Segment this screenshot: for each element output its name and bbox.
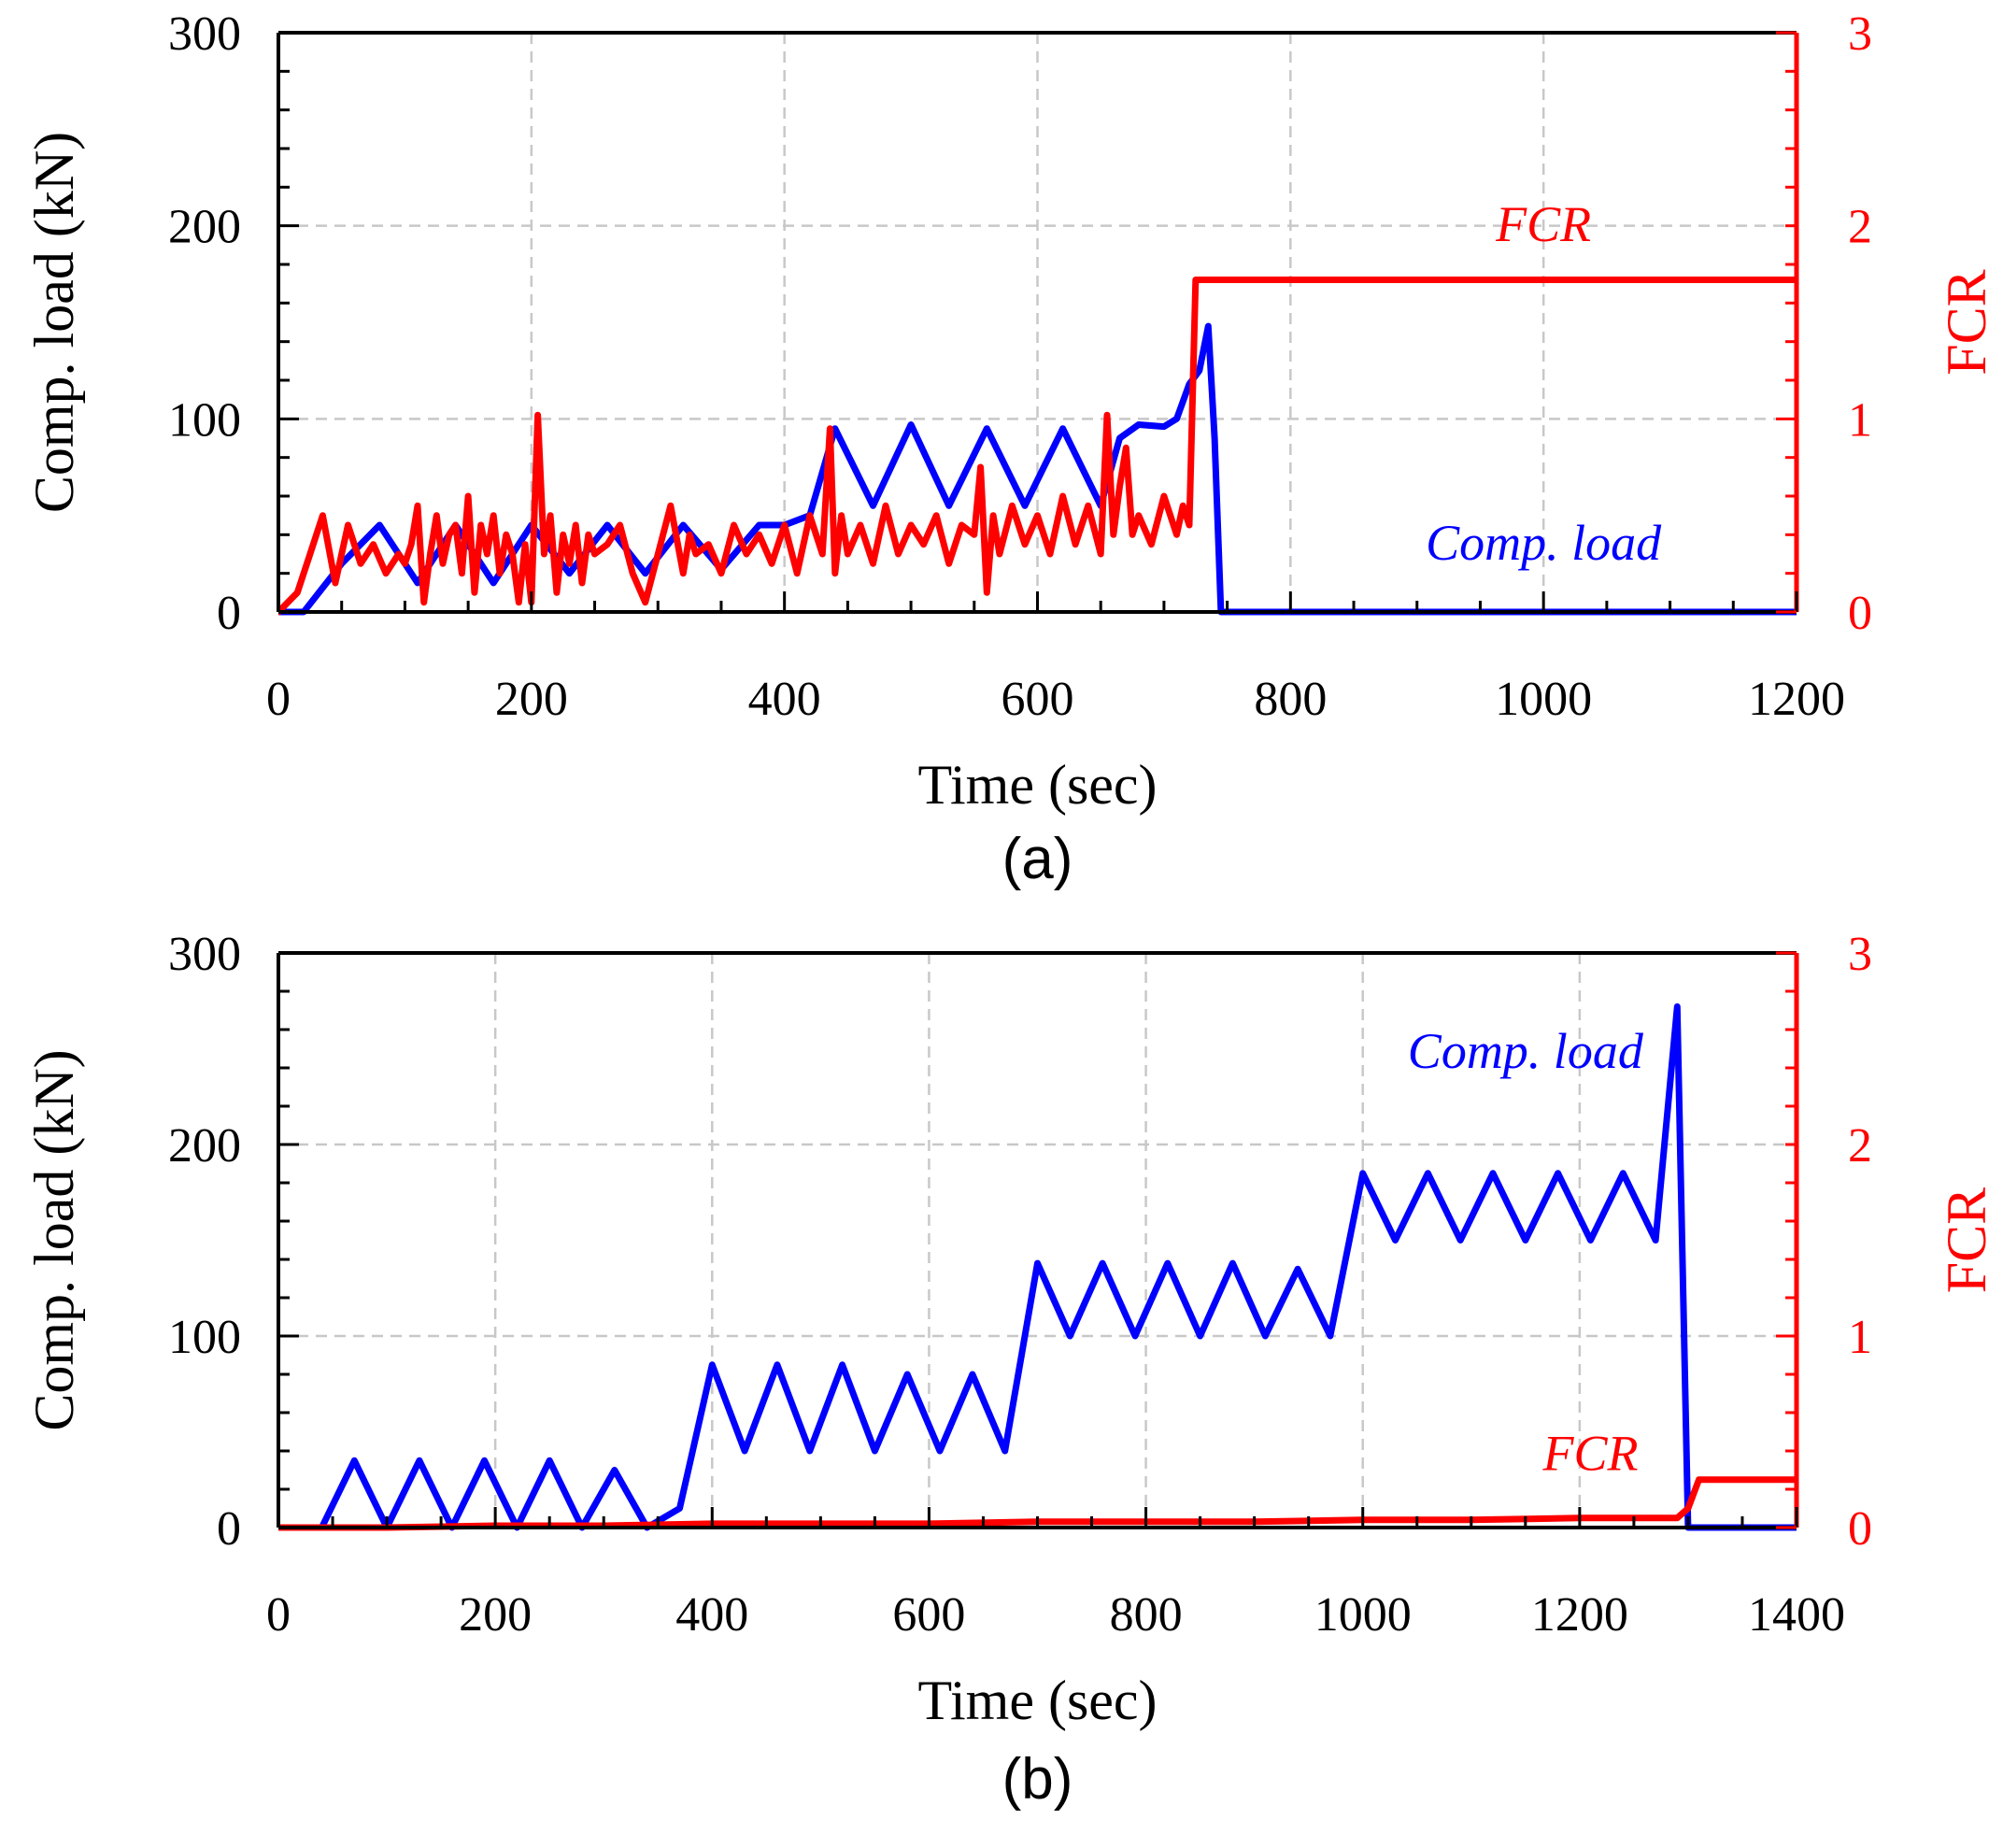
- y2-axis-title: FCR: [1936, 1187, 1997, 1293]
- x-tick-label: 600: [892, 1588, 965, 1642]
- fcr-series-line: [278, 277, 1797, 616]
- x-tick-label: 600: [1002, 673, 1074, 726]
- y-tick-label: 0: [217, 1502, 241, 1556]
- y2-tick-label: 1: [1848, 1311, 1872, 1364]
- y2-tick-label: 3: [1848, 7, 1872, 61]
- y-tick-label: 200: [168, 1119, 241, 1173]
- y-tick-label: 0: [217, 587, 241, 640]
- x-tick-label: 400: [748, 673, 821, 726]
- x-axis-title: Time (sec): [917, 1670, 1157, 1731]
- y-tick-label: 100: [168, 393, 241, 447]
- x-tick-label: 1000: [1314, 1588, 1412, 1642]
- y2-axis-title: FCR: [1936, 269, 1997, 375]
- x-tick-label: 800: [1254, 673, 1327, 726]
- x-tick-label: 0: [266, 1588, 291, 1642]
- y2-tick-label: 3: [1848, 928, 1872, 981]
- y-tick-label: 300: [168, 928, 241, 981]
- x-tick-label: 400: [675, 1588, 748, 1642]
- chart-panel-a: 0 200 400 600 800 1000 120001002003000123Time …: [23, 7, 1997, 891]
- comp-load-annotation: Comp. load: [1426, 515, 1662, 571]
- fcr-annotation: FCR: [1541, 1426, 1638, 1482]
- y2-tick-label: 0: [1848, 1502, 1872, 1556]
- y-tick-label: 200: [168, 201, 241, 254]
- gridlines: [278, 953, 1797, 1528]
- y-axis-title: Comp. load (kN): [23, 1049, 85, 1430]
- y2-tick-label: 2: [1848, 1119, 1872, 1173]
- y-tick-label: 300: [168, 7, 241, 61]
- y-tick-label: 100: [168, 1311, 241, 1364]
- y2-tick-label: 2: [1848, 201, 1872, 254]
- x-tick-label: 1000: [1495, 673, 1592, 726]
- fcr-annotation: FCR: [1495, 196, 1591, 252]
- x-tick-label: 200: [495, 673, 568, 726]
- x-tick-label: 1200: [1531, 1588, 1628, 1642]
- gridlines: [278, 33, 1797, 612]
- panel-label: (a): [1002, 827, 1073, 891]
- x-tick-label: 0: [266, 673, 291, 726]
- y2-tick-label: 1: [1848, 393, 1872, 447]
- x-axis-title: Time (sec): [917, 754, 1157, 816]
- x-tick-label: 1400: [1748, 1588, 1845, 1642]
- comp-load-annotation: Comp. load: [1408, 1023, 1644, 1079]
- x-tick-label: 1200: [1748, 673, 1845, 726]
- y-axis-title: Comp. load (kN): [23, 132, 85, 513]
- x-tick-label: 800: [1110, 1588, 1183, 1642]
- y2-tick-label: 0: [1848, 587, 1872, 640]
- chart-panel-b: 0 200 400 600 800 1000 1200 140001002003000123T…: [23, 928, 1997, 1812]
- x-tick-label: 200: [459, 1588, 532, 1642]
- panel-label: (b): [1002, 1747, 1073, 1812]
